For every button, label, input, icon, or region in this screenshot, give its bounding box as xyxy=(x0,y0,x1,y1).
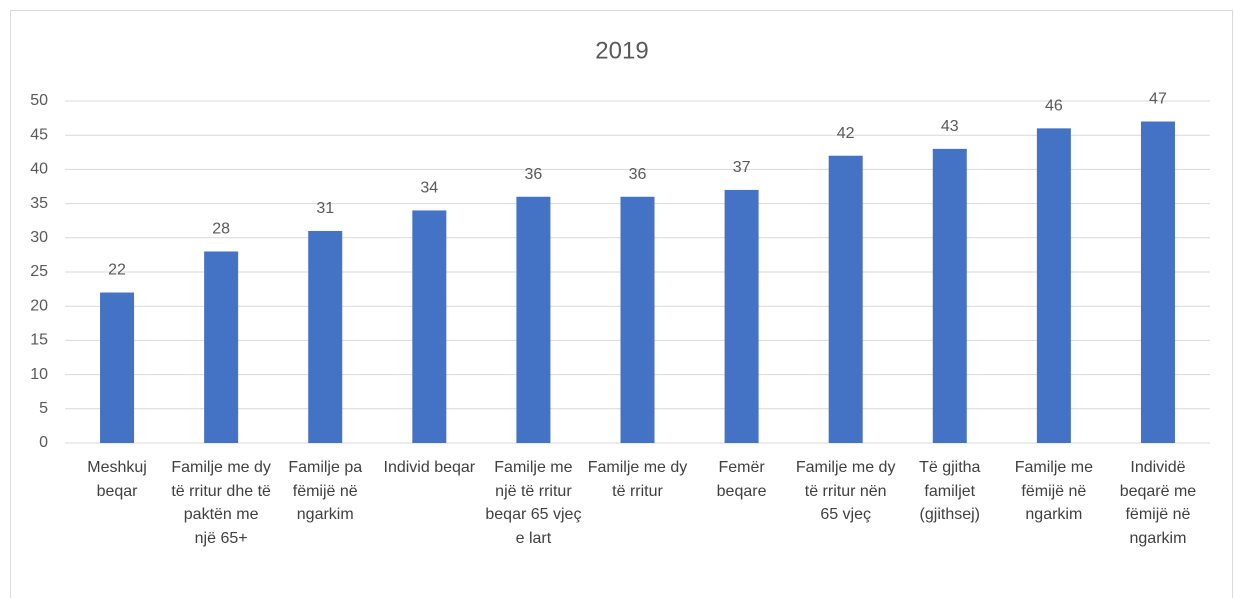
chart-border xyxy=(10,10,1233,598)
data-label: 31 xyxy=(316,200,334,217)
x-tick-label: Familje me dy të rritur xyxy=(587,459,688,500)
x-tick-label: Familje me një të rritur beqar 65 vjeç e… xyxy=(485,459,582,547)
bar xyxy=(100,292,135,443)
data-label: 22 xyxy=(108,262,126,279)
data-label: 28 xyxy=(212,221,230,238)
data-label: 34 xyxy=(420,180,438,197)
y-tick-label: 15 xyxy=(30,332,48,349)
bar xyxy=(724,189,759,443)
bar xyxy=(1140,121,1175,444)
x-tick-label: Familje me dy të rritur dhe të paktën me… xyxy=(171,459,271,547)
data-label: 36 xyxy=(629,166,647,183)
bar xyxy=(516,196,551,443)
x-tick-label: Familje pa fëmijë në ngarkim xyxy=(288,459,363,523)
y-tick-label: 25 xyxy=(30,263,48,280)
data-label: 36 xyxy=(525,166,543,183)
y-tick-label: 0 xyxy=(39,434,48,451)
data-label: 37 xyxy=(733,159,751,176)
bar xyxy=(828,155,863,443)
y-tick-label: 40 xyxy=(30,161,48,178)
y-tick-label: 50 xyxy=(30,92,48,109)
x-tick-label: Familje me fëmijë në ngarkim xyxy=(1014,459,1093,523)
bar xyxy=(1036,128,1071,444)
bar xyxy=(620,196,655,443)
data-label: 42 xyxy=(837,125,855,142)
bar xyxy=(308,230,343,443)
y-tick-label: 35 xyxy=(30,195,48,212)
data-label: 46 xyxy=(1045,98,1063,115)
bar xyxy=(204,251,239,443)
y-tick-label: 20 xyxy=(30,297,48,314)
y-tick-label: 30 xyxy=(30,229,48,246)
y-tick-label: 5 xyxy=(39,400,48,417)
x-tick-label: Individë beqarë me fëmijë në ngarkim xyxy=(1119,459,1197,547)
data-label: 43 xyxy=(941,118,959,135)
y-tick-label: 10 xyxy=(30,366,48,383)
bar xyxy=(932,148,967,443)
x-tick-label: Familje me dy të rritur nën 65 vjeç xyxy=(795,459,896,523)
x-tick-label: Femër beqare xyxy=(716,459,767,500)
chart-title: 2019 xyxy=(595,37,648,64)
x-tick-label: Të gjitha familjet (gjithsej) xyxy=(919,459,981,523)
bar xyxy=(412,210,447,443)
x-tick-label: Individ beqar xyxy=(383,459,476,476)
data-label: 47 xyxy=(1149,91,1167,108)
y-tick-label: 45 xyxy=(30,126,48,143)
x-tick-label: Meshkuj beqar xyxy=(87,459,147,500)
